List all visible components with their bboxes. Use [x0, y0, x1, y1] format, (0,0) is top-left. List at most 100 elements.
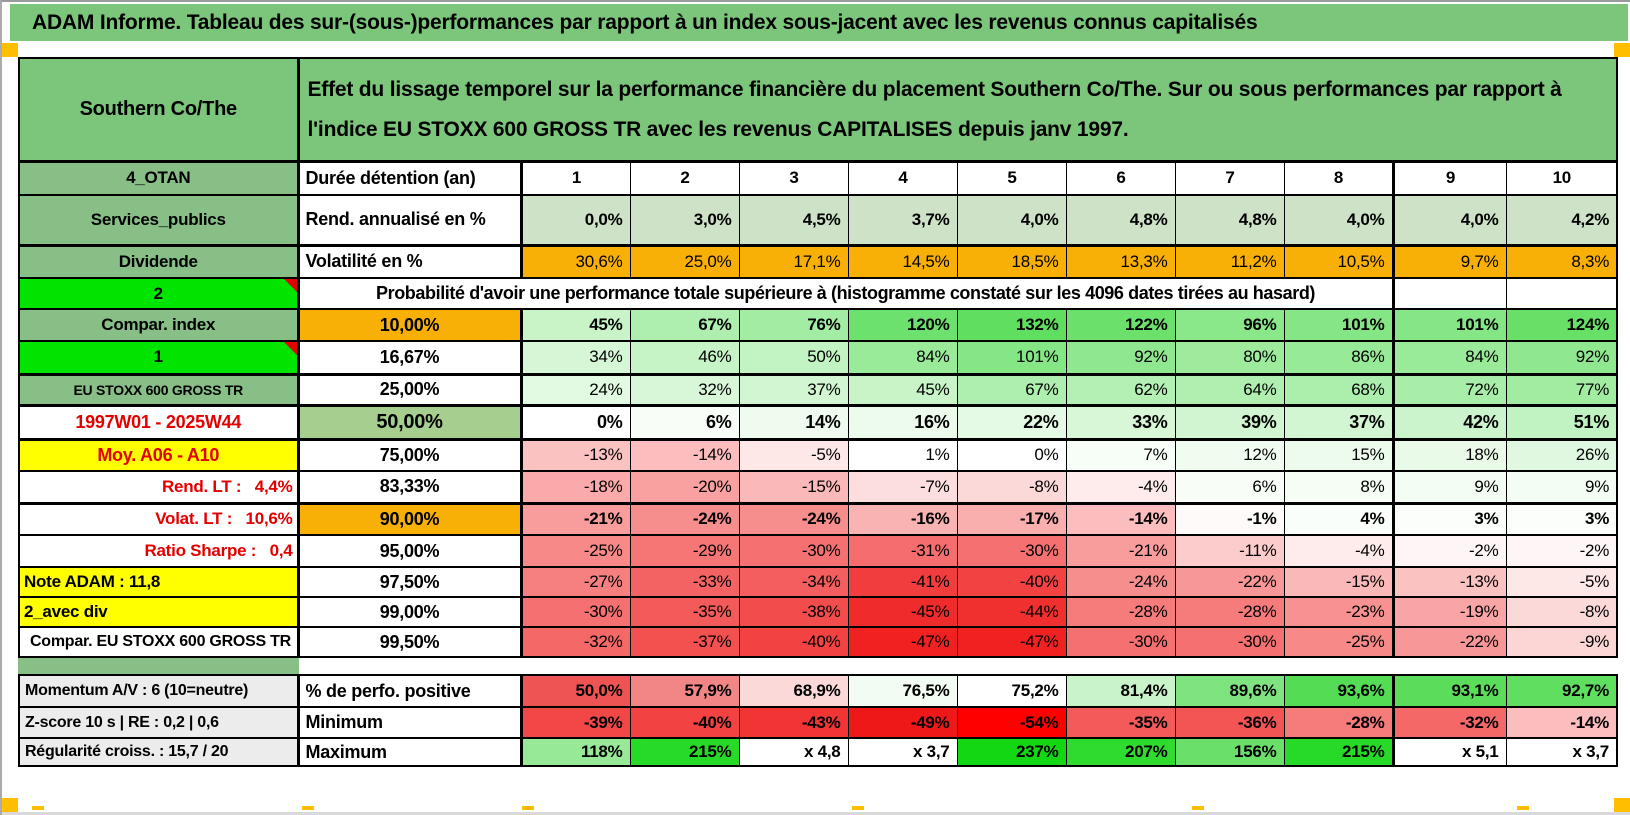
cell-p75-6[interactable]: 7%: [1065, 438, 1176, 472]
cell-p50-1[interactable]: 0%: [520, 403, 631, 441]
cell-p90-9[interactable]: 3%: [1391, 501, 1507, 536]
label-p995[interactable]: Compar. EU STOXX 600 GROSS TR: [18, 626, 300, 658]
cell-maximum-3[interactable]: x 4,8: [738, 737, 849, 767]
head-p95[interactable]: 95,00%: [297, 534, 523, 568]
cell-p90-5[interactable]: -17%: [956, 501, 1067, 536]
cell-duree-3[interactable]: 3: [738, 160, 849, 196]
cell-p1667-5[interactable]: 101%: [956, 340, 1067, 375]
head-maximum[interactable]: Maximum: [297, 737, 523, 767]
cell-maximum-2[interactable]: 215%: [629, 737, 740, 767]
cell-p1667-6[interactable]: 92%: [1065, 340, 1176, 375]
head-p99[interactable]: 99,00%: [297, 596, 523, 628]
cell-p99-10[interactable]: -8%: [1505, 596, 1618, 628]
cell-p995-4[interactable]: -47%: [847, 626, 958, 658]
cell-p8333-8[interactable]: 8%: [1283, 470, 1394, 504]
cell-p99-2[interactable]: -35%: [629, 596, 740, 628]
cell-proba-extra2[interactable]: [1505, 277, 1618, 310]
label-p25[interactable]: EU STOXX 600 GROSS TR: [18, 372, 300, 406]
cell-minimum-10[interactable]: -14%: [1505, 706, 1618, 739]
cell-p10-3[interactable]: 76%: [738, 308, 849, 342]
cell-p995-1[interactable]: -32%: [520, 626, 631, 658]
label-p8333[interactable]: Rend. LT : 4,4%: [18, 470, 300, 504]
cell-p95-6[interactable]: -21%: [1065, 534, 1176, 568]
cell-p95-1[interactable]: -25%: [520, 534, 631, 568]
cell-minimum-3[interactable]: -43%: [738, 706, 849, 739]
cell-p50-7[interactable]: 39%: [1174, 403, 1285, 441]
cell-maximum-7[interactable]: 156%: [1174, 737, 1285, 767]
cell-rend-4[interactable]: 3,7%: [847, 194, 958, 246]
cell-minimum-8[interactable]: -28%: [1283, 706, 1394, 739]
cell-proba-extra1[interactable]: [1391, 277, 1507, 310]
cell-p95-9[interactable]: -2%: [1391, 534, 1507, 568]
cell-p25-2[interactable]: 32%: [629, 372, 740, 406]
cell-perfpos-5[interactable]: 75,2%: [956, 674, 1067, 708]
label-maximum[interactable]: Régularité croiss. : 15,7 / 20: [18, 737, 300, 767]
cell-p1667-10[interactable]: 92%: [1505, 340, 1618, 375]
cell-p25-10[interactable]: 77%: [1505, 372, 1618, 406]
cell-p975-7[interactable]: -22%: [1174, 566, 1285, 598]
cell-p50-2[interactable]: 6%: [629, 403, 740, 441]
asset-name-cell[interactable]: Southern Co/The: [18, 57, 300, 163]
cell-p75-9[interactable]: 18%: [1391, 438, 1507, 472]
cell-minimum-9[interactable]: -32%: [1391, 706, 1507, 739]
head-perfpos[interactable]: % de perfo. positive: [297, 674, 523, 708]
cell-p99-4[interactable]: -45%: [847, 596, 958, 628]
head-p90[interactable]: 90,00%: [297, 501, 523, 536]
cell-p90-2[interactable]: -24%: [629, 501, 740, 536]
cell-maximum-10[interactable]: x 3,7: [1505, 737, 1618, 767]
cell-p99-8[interactable]: -23%: [1283, 596, 1394, 628]
cell-maximum-8[interactable]: 215%: [1283, 737, 1394, 767]
cell-p8333-1[interactable]: -18%: [520, 470, 631, 504]
cell-p95-2[interactable]: -29%: [629, 534, 740, 568]
cell-maximum-9[interactable]: x 5,1: [1391, 737, 1507, 767]
cell-perfpos-7[interactable]: 89,6%: [1174, 674, 1285, 708]
cell-duree-6[interactable]: 6: [1065, 160, 1176, 196]
cell-perfpos-4[interactable]: 76,5%: [847, 674, 958, 708]
head-p8333[interactable]: 83,33%: [297, 470, 523, 504]
head-p995[interactable]: 99,50%: [297, 626, 523, 658]
cell-volat-7[interactable]: 11,2%: [1174, 243, 1285, 279]
cell-p995-10[interactable]: -9%: [1505, 626, 1618, 658]
cell-p995-8[interactable]: -25%: [1283, 626, 1394, 658]
cell-p25-6[interactable]: 62%: [1065, 372, 1176, 406]
cell-p25-5[interactable]: 67%: [956, 372, 1067, 406]
head-volat[interactable]: Volatilité en %: [297, 243, 523, 279]
cell-duree-4[interactable]: 4: [847, 160, 958, 196]
cell-p25-3[interactable]: 37%: [738, 372, 849, 406]
cell-p90-10[interactable]: 3%: [1505, 501, 1618, 536]
cell-p75-7[interactable]: 12%: [1174, 438, 1285, 472]
head-p1667[interactable]: 16,67%: [297, 340, 523, 375]
head-p25[interactable]: 25,00%: [297, 372, 523, 406]
cell-p995-9[interactable]: -22%: [1391, 626, 1507, 658]
cell-p50-5[interactable]: 22%: [956, 403, 1067, 441]
head-minimum[interactable]: Minimum: [297, 706, 523, 739]
cell-p99-9[interactable]: -19%: [1391, 596, 1507, 628]
cell-rend-8[interactable]: 4,0%: [1283, 194, 1394, 246]
cell-rend-2[interactable]: 3,0%: [629, 194, 740, 246]
cell-p95-10[interactable]: -2%: [1505, 534, 1618, 568]
cell-p975-5[interactable]: -40%: [956, 566, 1067, 598]
cell-p99-3[interactable]: -38%: [738, 596, 849, 628]
cell-p995-2[interactable]: -37%: [629, 626, 740, 658]
label-duree[interactable]: 4_OTAN: [18, 160, 300, 196]
cell-p75-3[interactable]: -5%: [738, 438, 849, 472]
cell-p50-4[interactable]: 16%: [847, 403, 958, 441]
cell-p50-6[interactable]: 33%: [1065, 403, 1176, 441]
cell-p95-7[interactable]: -11%: [1174, 534, 1285, 568]
head-p50[interactable]: 50,00%: [297, 403, 523, 441]
cell-p995-6[interactable]: -30%: [1065, 626, 1176, 658]
cell-p75-5[interactable]: 0%: [956, 438, 1067, 472]
cell-p75-4[interactable]: 1%: [847, 438, 958, 472]
cell-p10-7[interactable]: 96%: [1174, 308, 1285, 342]
label-minimum[interactable]: Z-score 10 s | RE : 0,2 | 0,6: [18, 706, 300, 739]
cell-perfpos-2[interactable]: 57,9%: [629, 674, 740, 708]
cell-volat-4[interactable]: 14,5%: [847, 243, 958, 279]
cell-volat-5[interactable]: 18,5%: [956, 243, 1067, 279]
label-p975[interactable]: Note ADAM : 11,8: [18, 566, 300, 598]
cell-perfpos-8[interactable]: 93,6%: [1283, 674, 1394, 708]
cell-volat-10[interactable]: 8,3%: [1505, 243, 1618, 279]
cell-p90-8[interactable]: 4%: [1283, 501, 1394, 536]
cell-p975-3[interactable]: -34%: [738, 566, 849, 598]
cell-perfpos-6[interactable]: 81,4%: [1065, 674, 1176, 708]
cell-perfpos-9[interactable]: 93,1%: [1391, 674, 1507, 708]
